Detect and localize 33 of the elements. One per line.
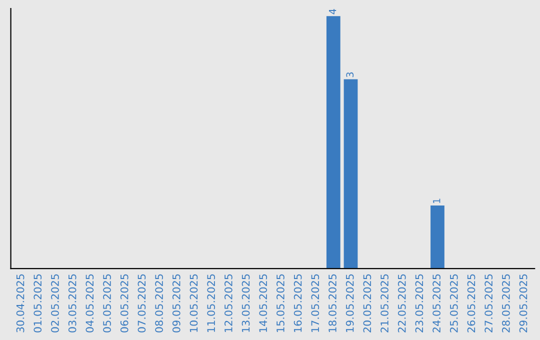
- x-tick-label: 26.05.2025: [467, 274, 476, 332]
- x-tick-label: 10.05.2025: [190, 274, 198, 332]
- data-label: 4: [329, 9, 336, 14]
- x-tick-label: 24.05.2025: [432, 274, 440, 332]
- x-tick-label: 01.05.2025: [34, 274, 42, 332]
- x-tick-label: 07.05.2025: [138, 274, 146, 332]
- data-label: 3: [346, 72, 354, 78]
- x-tick-label: 18.05.2025: [328, 274, 336, 332]
- x-tick-label: 25.05.2025: [450, 274, 458, 332]
- x-tick-label: 14.05.2025: [259, 274, 268, 332]
- x-tick-label: 27.05.2025: [484, 274, 493, 332]
- x-tick-label: 15.05.2025: [276, 274, 284, 332]
- x-tick-label: 12.05.2025: [224, 274, 232, 332]
- x-tick-label: 05.05.2025: [103, 274, 111, 332]
- x-tick-label: 11.05.2025: [207, 274, 216, 332]
- x-tick-label: 19.05.2025: [346, 274, 354, 332]
- x-tick-label: 30.04.2025: [16, 274, 24, 332]
- x-tick-label: 02.05.2025: [51, 274, 59, 332]
- x-tick-label: 17.05.2025: [311, 274, 320, 332]
- x-tick-label: 21.05.2025: [380, 274, 388, 332]
- x-tick-label: 08.05.2025: [155, 274, 163, 332]
- data-label: 1: [433, 198, 440, 204]
- x-tick-label: 28.05.2025: [502, 274, 510, 332]
- x-tick-label: 29.05.2025: [519, 274, 528, 332]
- x-tick-label: 22.05.2025: [398, 274, 406, 332]
- x-tick-label: 13.05.2025: [242, 274, 250, 332]
- x-tick-label: 06.05.2025: [120, 274, 128, 332]
- x-tick-label: 20.05.2025: [363, 274, 372, 332]
- x-tick-label: 09.05.2025: [172, 274, 180, 332]
- x-tick-label: 03.05.2025: [68, 274, 76, 332]
- x-tick-label: 23.05.2025: [415, 274, 424, 332]
- x-tick-label: 04.05.2025: [86, 274, 94, 332]
- x-tick-label: 16.05.2025: [294, 274, 302, 332]
